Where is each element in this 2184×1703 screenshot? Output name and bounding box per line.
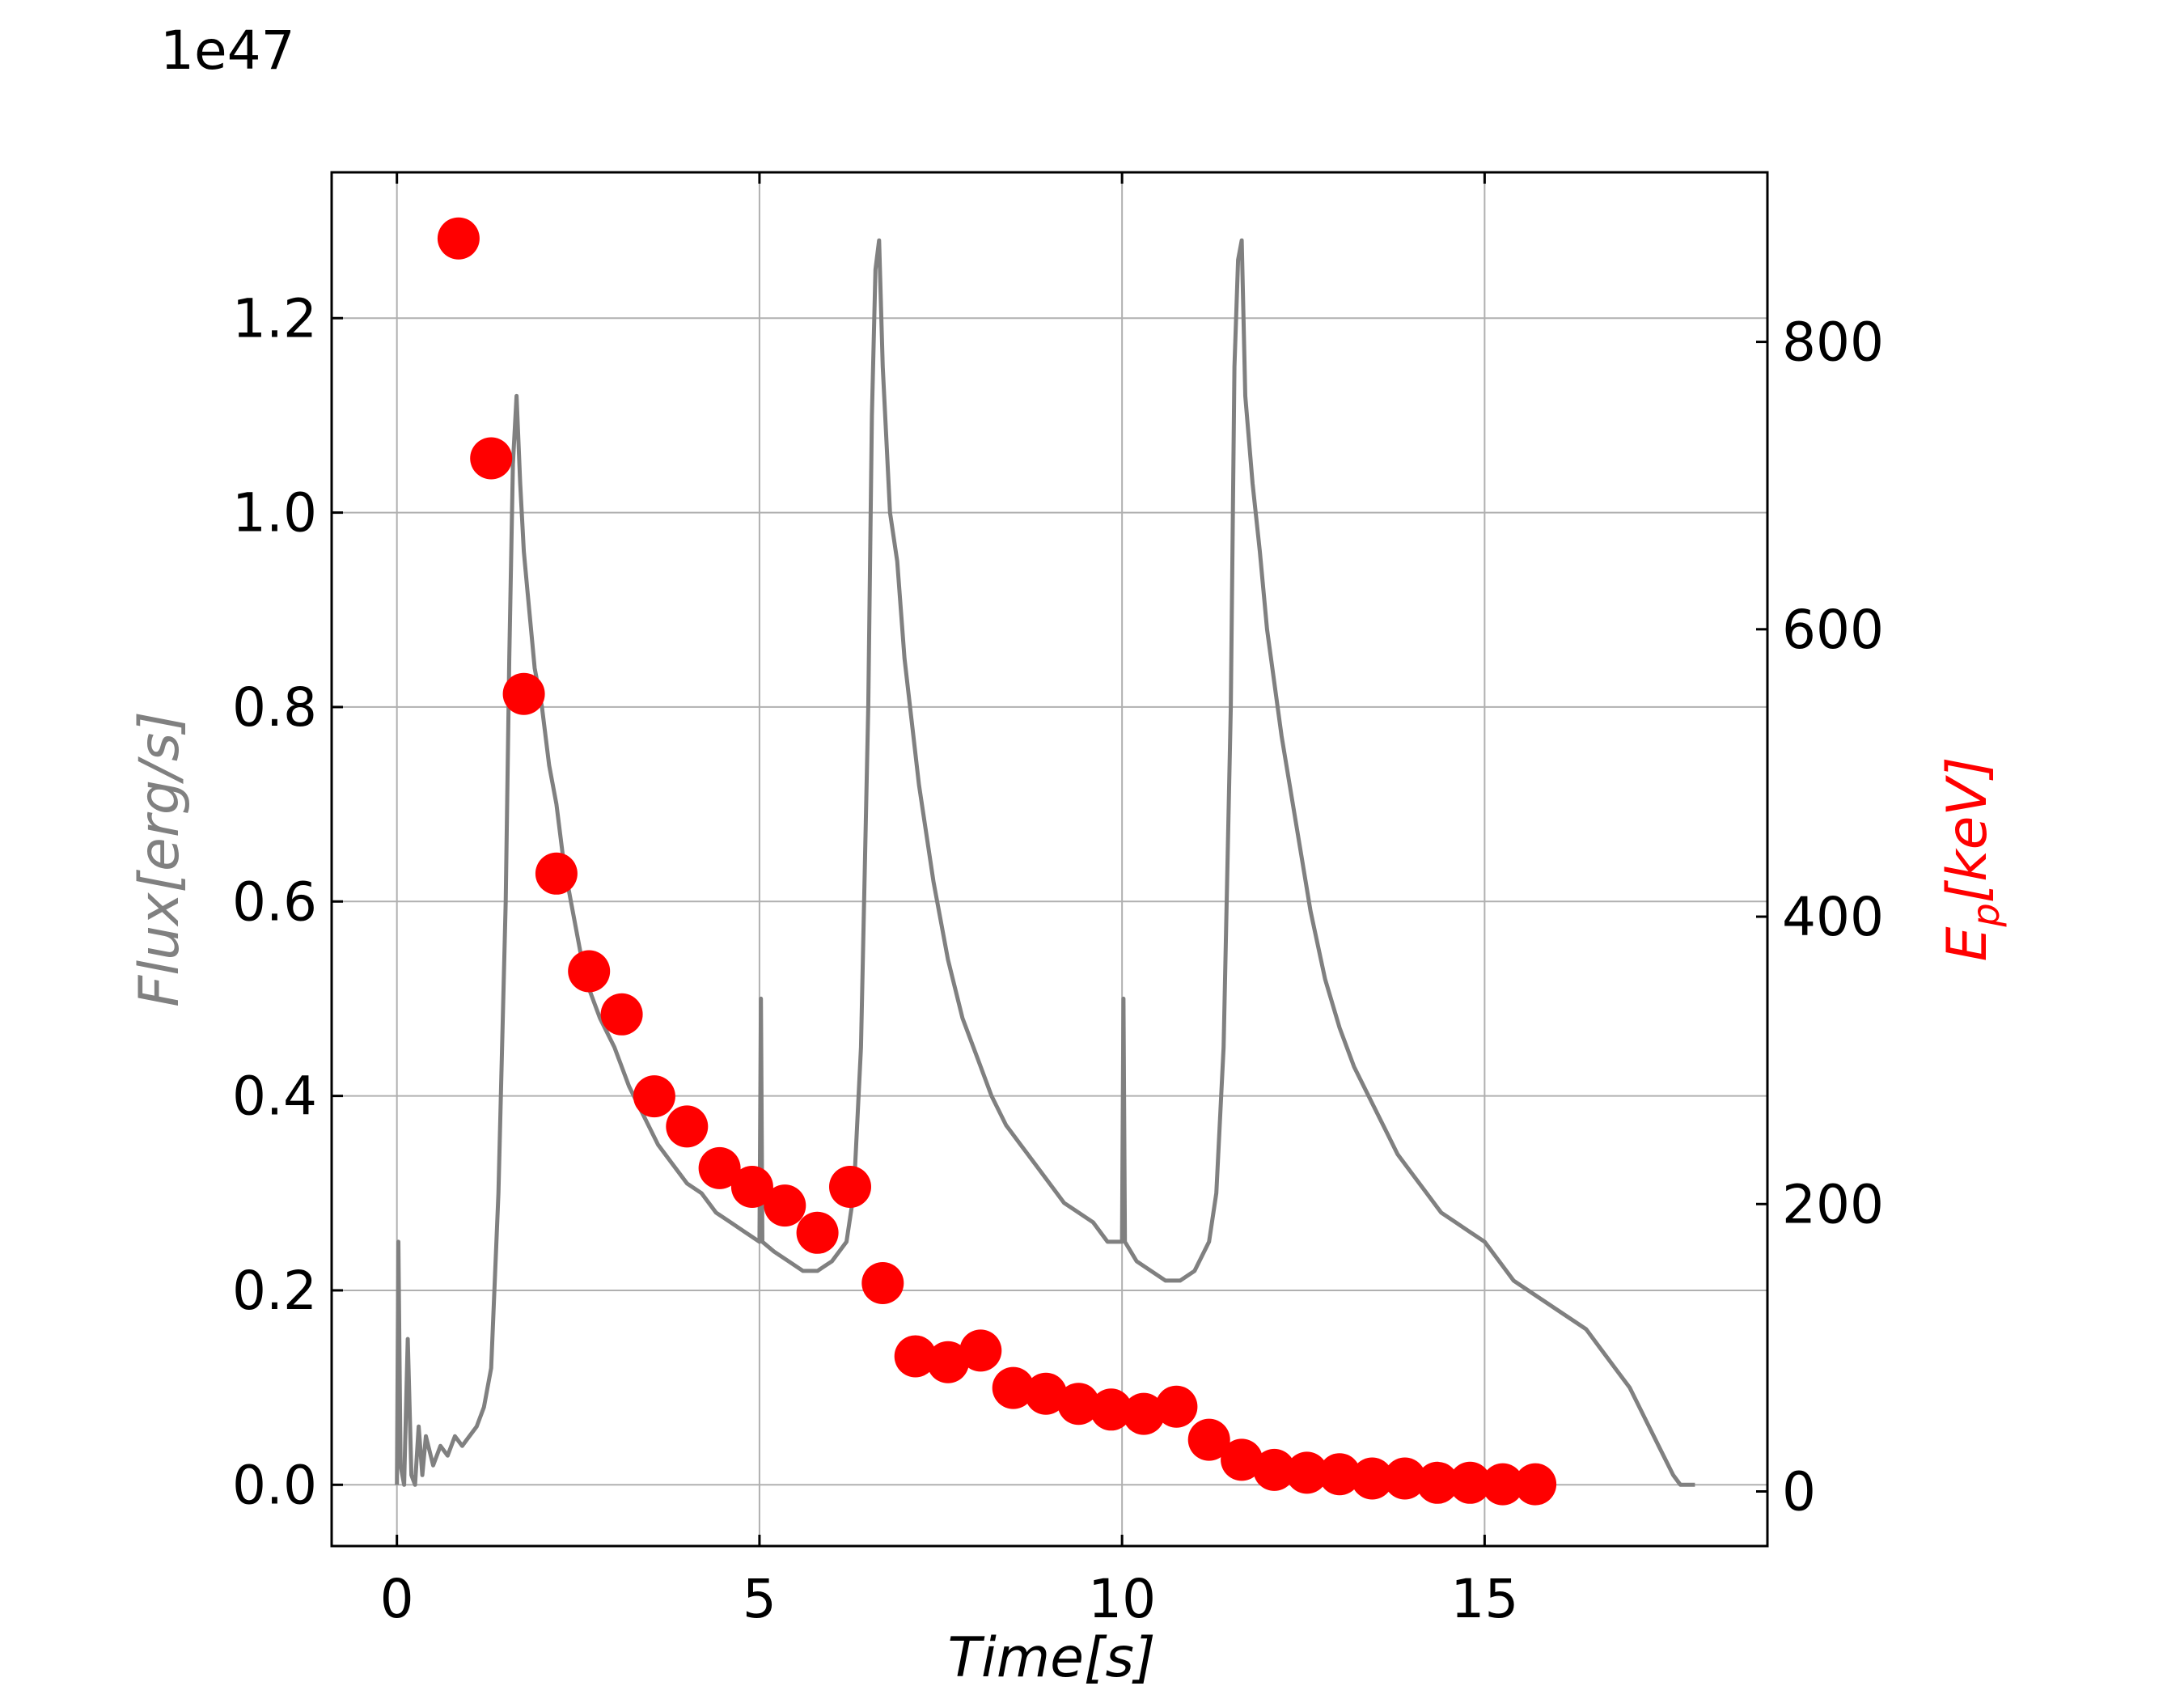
y-right-tick-label: 400 xyxy=(1782,886,1884,948)
ep-series xyxy=(437,217,1557,1506)
ep-marker xyxy=(1221,1438,1263,1481)
ep-marker xyxy=(1285,1451,1328,1494)
grid-lines xyxy=(332,172,1767,1546)
ep-marker xyxy=(796,1211,839,1254)
y-right-tick-label: 800 xyxy=(1782,311,1884,374)
y-left-tick-label: 0.4 xyxy=(232,1065,317,1128)
y-offset-label: 1e47 xyxy=(160,19,295,82)
ep-marker xyxy=(470,437,513,480)
ep-marker xyxy=(1514,1463,1557,1506)
y-left-tick-label: 0.2 xyxy=(232,1260,317,1322)
y-right-tick-label: 600 xyxy=(1782,599,1884,661)
ep-marker xyxy=(568,950,611,993)
y-right-tick-label: 0 xyxy=(1782,1461,1816,1523)
ep-marker xyxy=(1057,1383,1100,1426)
ep-marker xyxy=(600,993,643,1036)
ep-marker xyxy=(502,672,545,715)
y-axis-left-label: Flux[erg/s] xyxy=(128,711,192,1007)
ep-marker xyxy=(535,852,578,895)
x-tick-label: 5 xyxy=(743,1568,777,1630)
y-left-tick-label: 0.0 xyxy=(232,1454,317,1516)
axis-ticks xyxy=(332,172,1767,1546)
ep-marker xyxy=(894,1335,937,1378)
ep-marker xyxy=(829,1166,871,1208)
ep-marker xyxy=(1416,1461,1459,1504)
ep-marker xyxy=(633,1075,675,1118)
flux-line xyxy=(395,238,1695,1487)
ep-marker xyxy=(730,1166,773,1208)
ep-marker xyxy=(698,1146,741,1189)
ep-marker xyxy=(1481,1463,1524,1506)
ep-marker xyxy=(992,1366,1035,1409)
ep-marker xyxy=(666,1105,709,1148)
ep-marker xyxy=(1090,1388,1132,1431)
x-tick-label: 0 xyxy=(380,1568,414,1630)
x-tick-label: 10 xyxy=(1088,1568,1156,1630)
ep-marker xyxy=(927,1341,969,1383)
ep-marker xyxy=(1449,1461,1492,1504)
ep-marker xyxy=(1155,1385,1198,1428)
x-tick-label: 15 xyxy=(1450,1568,1518,1630)
y-left-tick-label: 0.6 xyxy=(232,871,317,933)
ep-marker xyxy=(1318,1453,1361,1496)
y-right-tick-label: 200 xyxy=(1782,1173,1884,1235)
ep-marker xyxy=(1351,1457,1394,1500)
ep-marker xyxy=(1025,1372,1067,1415)
y-left-tick-label: 1.2 xyxy=(232,287,317,349)
ep-marker xyxy=(1123,1392,1165,1435)
y-axis-right-label: Ep[keV] xyxy=(1936,757,2008,962)
tick-labels: 0 5 10 15 0.0 0.2 0.4 0.6 0.8 1.0 1.2 0 200 400 600 800 xyxy=(232,287,1884,1630)
y-left-tick-label: 0.8 xyxy=(232,676,317,739)
ep-marker xyxy=(861,1262,904,1304)
ep-marker xyxy=(1187,1418,1230,1461)
y-axis-right-label-subscript: p xyxy=(1964,903,2008,927)
ep-marker xyxy=(1253,1448,1296,1491)
ep-marker xyxy=(764,1184,806,1227)
ep-marker xyxy=(959,1329,1002,1372)
x-axis-label: Time[s] xyxy=(948,1626,1156,1690)
y-axis-right-label-main: E xyxy=(1936,926,2000,961)
ep-marker xyxy=(437,217,480,260)
plot-frame xyxy=(330,171,1769,1548)
y-left-tick-label: 1.0 xyxy=(232,482,317,544)
flux-series xyxy=(395,238,1695,1487)
ep-marker xyxy=(1383,1457,1426,1500)
y-axis-right-label-units: [keV] xyxy=(1936,757,2000,904)
